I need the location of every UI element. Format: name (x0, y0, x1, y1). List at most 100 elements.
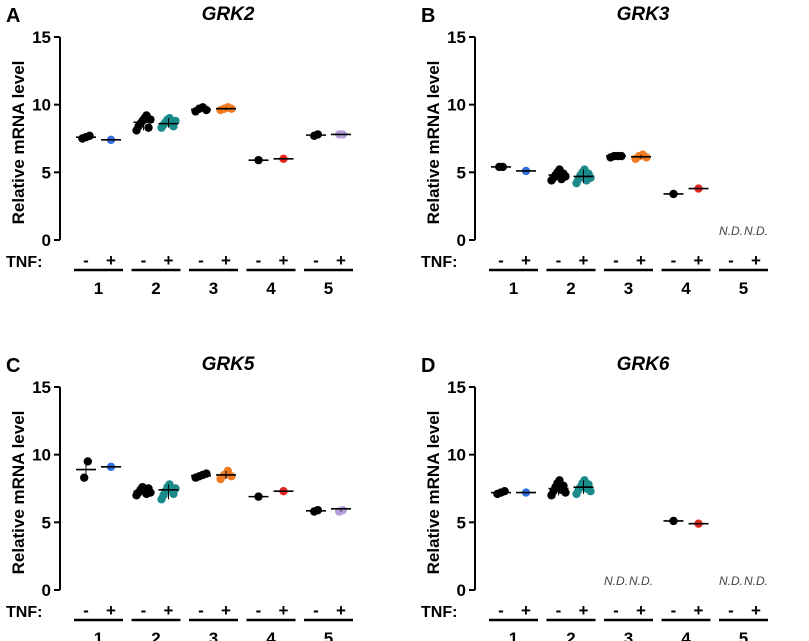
group-label: 1 (509, 629, 518, 641)
group-label: 4 (681, 279, 691, 298)
panel-letter: B (421, 5, 435, 27)
group-label: 1 (94, 629, 103, 641)
tnf-minus-label: - (83, 251, 89, 270)
tnf-plus-label: + (164, 601, 174, 620)
data-point (586, 173, 595, 182)
tnf-minus-label: - (671, 601, 677, 620)
y-tick-label: 0 (457, 231, 466, 250)
tnf-plus-label: + (579, 601, 589, 620)
group-label: 3 (209, 629, 218, 641)
group-label: 2 (566, 629, 575, 641)
group-label: 4 (681, 629, 691, 641)
tnf-minus-label: - (671, 251, 677, 270)
group-label: 1 (94, 279, 103, 298)
y-tick-label: 0 (42, 231, 51, 250)
data-point (85, 131, 94, 140)
tnf-plus-label: + (221, 251, 231, 270)
tnf-label: TNF: (421, 254, 457, 271)
tnf-plus-label: + (751, 601, 761, 620)
tnf-plus-label: + (636, 251, 646, 270)
not-detected-label: N.D. (629, 574, 653, 588)
panel-letter: D (421, 355, 435, 377)
not-detected-label: N.D. (719, 224, 743, 238)
data-point (83, 457, 93, 466)
y-tick-label: 5 (457, 163, 466, 182)
y-tick-label: 15 (32, 28, 51, 47)
tnf-plus-label: + (336, 251, 346, 270)
chart-title: GRK3 (617, 4, 670, 25)
tnf-plus-label: + (694, 251, 704, 270)
group-label: 2 (151, 629, 160, 641)
panel-letter: A (6, 5, 20, 27)
data-point (338, 505, 347, 515)
group-label: 3 (209, 279, 218, 298)
data-point (146, 488, 155, 497)
chart-title: GRK5 (202, 354, 255, 375)
data-point (80, 473, 89, 482)
tnf-label: TNF: (421, 604, 457, 621)
tnf-plus-label: + (221, 601, 231, 620)
y-tick-label: 0 (457, 581, 466, 600)
data-point (500, 487, 509, 496)
not-detected-label: N.D. (744, 574, 768, 588)
group-label: 5 (324, 629, 333, 641)
tnf-plus-label: + (106, 601, 116, 620)
tnf-minus-label: - (498, 601, 504, 620)
y-tick-label: 10 (32, 96, 51, 115)
tnf-plus-label: + (336, 601, 346, 620)
tnf-plus-label: + (751, 251, 761, 270)
y-axis-label: Relative mRNA level (9, 61, 28, 225)
tnf-minus-label: - (313, 251, 319, 270)
y-tick-label: 15 (447, 378, 466, 397)
tnf-minus-label: - (83, 601, 89, 620)
group-label: 3 (624, 629, 633, 641)
tnf-minus-label: - (498, 251, 504, 270)
not-detected-label: N.D. (719, 574, 743, 588)
group-label: 5 (324, 279, 333, 298)
tnf-plus-label: + (279, 601, 289, 620)
tnf-minus-label: - (256, 251, 262, 270)
y-tick-label: 10 (32, 446, 51, 465)
y-axis-label: Relative mRNA level (424, 411, 443, 575)
y-tick-label: 5 (457, 513, 466, 532)
tnf-minus-label: - (198, 251, 204, 270)
tnf-minus-label: - (613, 251, 619, 270)
group-label: 5 (739, 629, 748, 641)
tnf-plus-label: + (694, 601, 704, 620)
tnf-minus-label: - (728, 601, 734, 620)
group-label: 2 (566, 279, 575, 298)
tnf-label: TNF: (6, 254, 42, 271)
tnf-minus-label: - (556, 251, 562, 270)
tnf-minus-label: - (728, 251, 734, 270)
tnf-plus-label: + (106, 251, 116, 270)
tnf-minus-label: - (556, 601, 562, 620)
tnf-plus-label: + (164, 251, 174, 270)
y-tick-label: 10 (447, 96, 466, 115)
tnf-plus-label: + (279, 251, 289, 270)
data-point (586, 487, 595, 496)
group-label: 2 (151, 279, 160, 298)
tnf-minus-label: - (198, 601, 204, 620)
tnf-minus-label: - (141, 601, 147, 620)
data-point (202, 469, 211, 478)
data-point (227, 472, 236, 481)
group-label: 3 (624, 279, 633, 298)
y-tick-label: 10 (447, 446, 466, 465)
group-label: 4 (266, 279, 276, 298)
chart-title: GRK6 (617, 354, 670, 375)
tnf-minus-label: - (313, 601, 319, 620)
data-point (171, 484, 180, 493)
tnf-plus-label: + (579, 251, 589, 270)
group-label: 4 (266, 629, 276, 641)
data-point (561, 172, 570, 181)
data-point (561, 488, 570, 497)
y-tick-label: 5 (42, 513, 51, 532)
not-detected-label: N.D. (604, 574, 628, 588)
tnf-plus-label: + (521, 601, 531, 620)
tnf-plus-label: + (521, 251, 531, 270)
tnf-minus-label: - (613, 601, 619, 620)
